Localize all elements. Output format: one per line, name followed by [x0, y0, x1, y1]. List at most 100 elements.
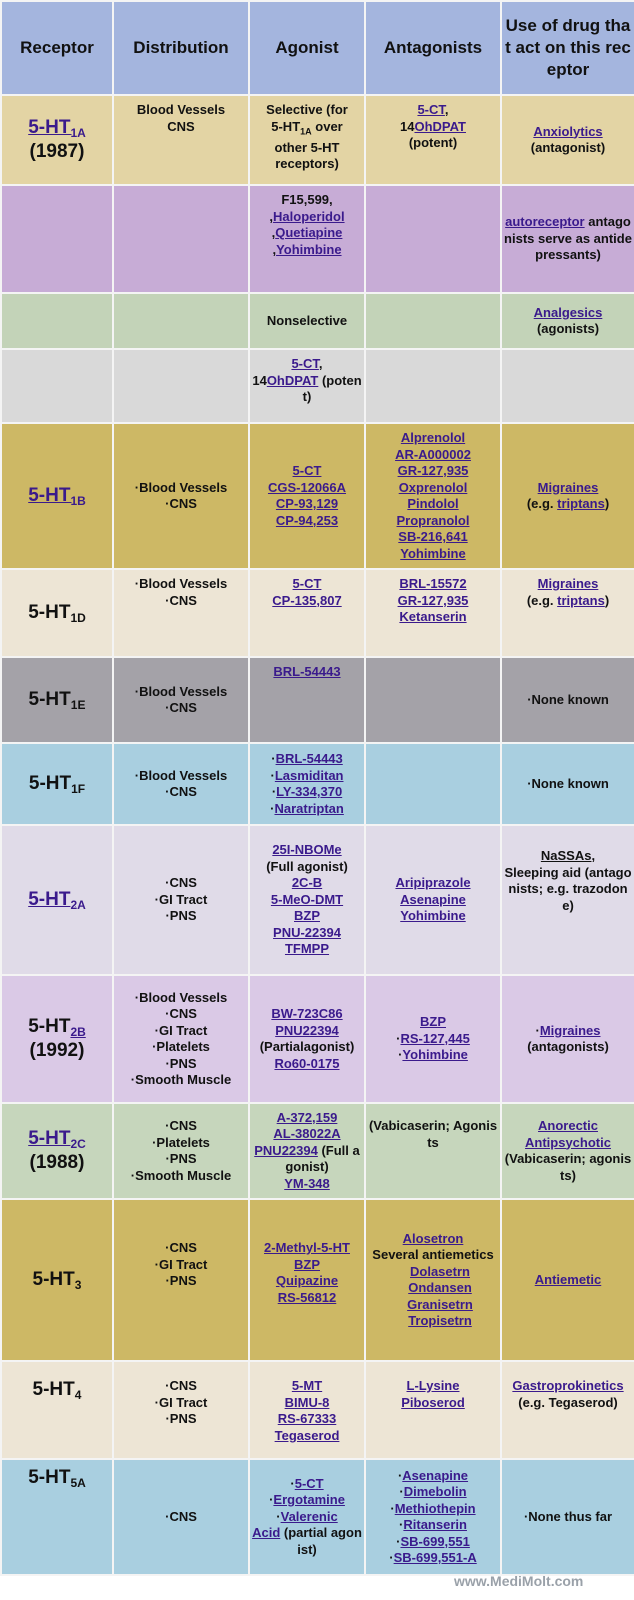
use-link[interactable]: Anorectic [538, 1118, 598, 1133]
use-link[interactable]: Migraines [537, 479, 599, 495]
antagonist-link[interactable]: Piboserod [401, 1394, 465, 1410]
agonist-link[interactable]: Ro60-0175 [274, 1055, 340, 1071]
agonist-link[interactable]: 25I-NBOMe [272, 842, 342, 858]
agonist-link[interactable]: 2C-B [291, 875, 323, 891]
agonist-link[interactable]: Acid [252, 1525, 281, 1541]
agonist-link[interactable]: TFMPP [284, 941, 330, 957]
antagonist-link[interactable]: BZP [420, 1014, 446, 1030]
agonist-link[interactable]: 5-MT [291, 1378, 323, 1393]
use-link[interactable]: triptans [557, 592, 605, 608]
table-row-5ht2c: 5-HT2C (1988) ·CNS ·Platelets ·PNS ·Smoo… [0, 1102, 634, 1200]
agonist-link[interactable]: BZP [294, 908, 320, 924]
agonist-link[interactable]: Haloperidol [273, 208, 345, 224]
agonist-link[interactable]: PNU22394 [275, 1022, 339, 1038]
agonist-link[interactable]: Quipazine [275, 1273, 339, 1288]
use-link[interactable]: Migraines [537, 576, 599, 591]
receptor-link[interactable]: 5-HT1B [28, 485, 86, 508]
use-text: ) [604, 496, 610, 511]
antagonist-link[interactable]: L-Lysine [406, 1378, 460, 1393]
antagonist-link[interactable]: Alosetron [402, 1230, 464, 1246]
antagonist-link[interactable]: SB-699,551 [400, 1533, 470, 1549]
antagonist-link[interactable]: Ritanserin [403, 1517, 467, 1532]
agonist-link[interactable]: OhDPAT [266, 372, 319, 388]
agonist-text: (Full agonist) [285, 1142, 360, 1175]
antagonist-link[interactable]: RS-127,445 [400, 1030, 470, 1046]
antagonist-link[interactable]: Dolasetrn [410, 1263, 470, 1279]
antagonist-link[interactable]: Ondansen [408, 1280, 472, 1295]
antagonist-link[interactable]: BRL-15572 [399, 576, 467, 591]
table-row-5ht1b: 5-HT1B ·Blood Vessels ·CNS 5-CT CGS-1206… [0, 422, 634, 570]
antagonist-link[interactable]: Tropisetrn [408, 1313, 472, 1328]
agonist-link[interactable]: 5-CT [294, 1475, 324, 1491]
agonist-link[interactable]: BRL-54443 [273, 664, 341, 679]
agonist-link[interactable]: BIMU-8 [284, 1394, 330, 1410]
antagonist-link[interactable]: Yohimbine [400, 908, 466, 924]
receptor-link[interactable]: 5-HT2C [28, 1128, 86, 1151]
header-use: Use of drug that act on this receptor [500, 0, 634, 96]
use-link[interactable]: triptans [557, 496, 605, 511]
agonist-link[interactable]: Ergotamine [273, 1492, 345, 1508]
agonist-link[interactable]: BW-723C86 [271, 1006, 343, 1021]
agonist-link[interactable]: Naratriptan [274, 800, 344, 816]
agonist-link[interactable]: BZP [294, 1256, 320, 1272]
agonist-link[interactable]: CP-94,253 [275, 512, 339, 528]
antagonist-link[interactable]: Methiothepin [394, 1500, 476, 1516]
antagonist-link[interactable]: 5-CT [417, 102, 445, 117]
distribution-item: ·Blood Vessels [134, 989, 228, 1005]
agonist-link[interactable]: 5-MeO-DMT [270, 891, 344, 907]
use-link[interactable]: NaSSAs [540, 848, 592, 863]
separator: , [272, 241, 277, 257]
antagonist-link[interactable]: SB-216,641 [398, 529, 468, 544]
antagonist-link[interactable]: Pindolol [407, 496, 459, 511]
antagonist-link[interactable]: Asenapine [400, 891, 466, 907]
antagonist-link[interactable]: Alprenolol [400, 430, 466, 445]
antagonist-link[interactable]: SB-699,551-A [393, 1550, 477, 1565]
agonist-link[interactable]: PNU22394 [254, 1142, 318, 1158]
agonist-link[interactable]: AL-38022A [273, 1126, 341, 1142]
agonist-link[interactable]: Tegaserod [274, 1427, 340, 1443]
antagonist-link[interactable]: Granisetrn [407, 1296, 473, 1312]
agonist-link[interactable]: CP-93,129 [275, 496, 339, 511]
antagonist-link[interactable]: Yohimbine [400, 545, 466, 561]
agonist-link[interactable]: 2-Methyl-5-HT [264, 1240, 350, 1255]
antagonist-link[interactable]: Propranolol [396, 512, 470, 528]
antagonist-link[interactable]: Ketanserin [399, 609, 467, 624]
antagonist-link[interactable]: Aripiprazole [395, 875, 471, 891]
use-link[interactable]: Antipsychotic [525, 1134, 611, 1150]
agonist-link[interactable]: RS-67333 [277, 1411, 337, 1426]
use-link[interactable]: Anxiolytics [533, 123, 603, 139]
antagonist-link[interactable]: OhDPAT [414, 118, 466, 134]
antagonist-link[interactable]: Yohimbine [402, 1047, 468, 1063]
agonist-link[interactable]: 5-CT [292, 576, 322, 591]
distribution-cell: ·CNS ·Platelets ·PNS ·Smooth Muscle [112, 1102, 250, 1200]
receptor-link[interactable]: 5-HT2A [28, 889, 86, 912]
antagonist-link[interactable]: GR-127,935 [397, 463, 469, 478]
antagonist-link[interactable]: AR-A000002 [395, 446, 471, 462]
agonist-link[interactable]: A-372,159 [276, 1109, 338, 1125]
agonist-link[interactable]: CP-135,807 [272, 592, 342, 608]
antagonist-link[interactable]: Dimebolin [403, 1484, 467, 1499]
agonist-link[interactable]: LY-334,370 [276, 784, 343, 799]
agonist-link[interactable]: 5-CT [291, 356, 319, 371]
agonist-link[interactable]: Valerenic [280, 1508, 338, 1524]
antagonist-link[interactable]: GR-127,935 [397, 592, 469, 608]
use-link[interactable]: Gastroprokinetics [512, 1378, 624, 1393]
antagonist-link[interactable]: Asenapine [402, 1467, 469, 1483]
agonist-link[interactable]: 5-CT [292, 463, 322, 478]
agonist-link[interactable]: Lasmiditan [274, 767, 344, 783]
agonist-link[interactable]: RS-56812 [277, 1289, 337, 1305]
agonist-link[interactable]: PNU-22394 [273, 924, 341, 940]
use-link[interactable]: Migraines [539, 1022, 601, 1038]
agonist-link[interactable]: YM-348 [284, 1175, 330, 1191]
use-link[interactable]: Antiemetic [534, 1271, 602, 1287]
receptor-link[interactable]: 5-HT1A [28, 117, 86, 140]
agonist-link[interactable]: BRL-54443 [275, 751, 343, 766]
use-link[interactable]: autoreceptor [505, 214, 585, 230]
agonist-sub: 1A [300, 126, 312, 137]
agonist-link[interactable]: CGS-12066A [267, 479, 347, 495]
antagonist-link[interactable]: Oxprenolol [398, 479, 468, 495]
use-link[interactable]: Analgesics [533, 304, 603, 320]
agonist-link[interactable]: Quetiapine [275, 225, 343, 240]
agonist-link[interactable]: Yohimbine [276, 241, 342, 257]
